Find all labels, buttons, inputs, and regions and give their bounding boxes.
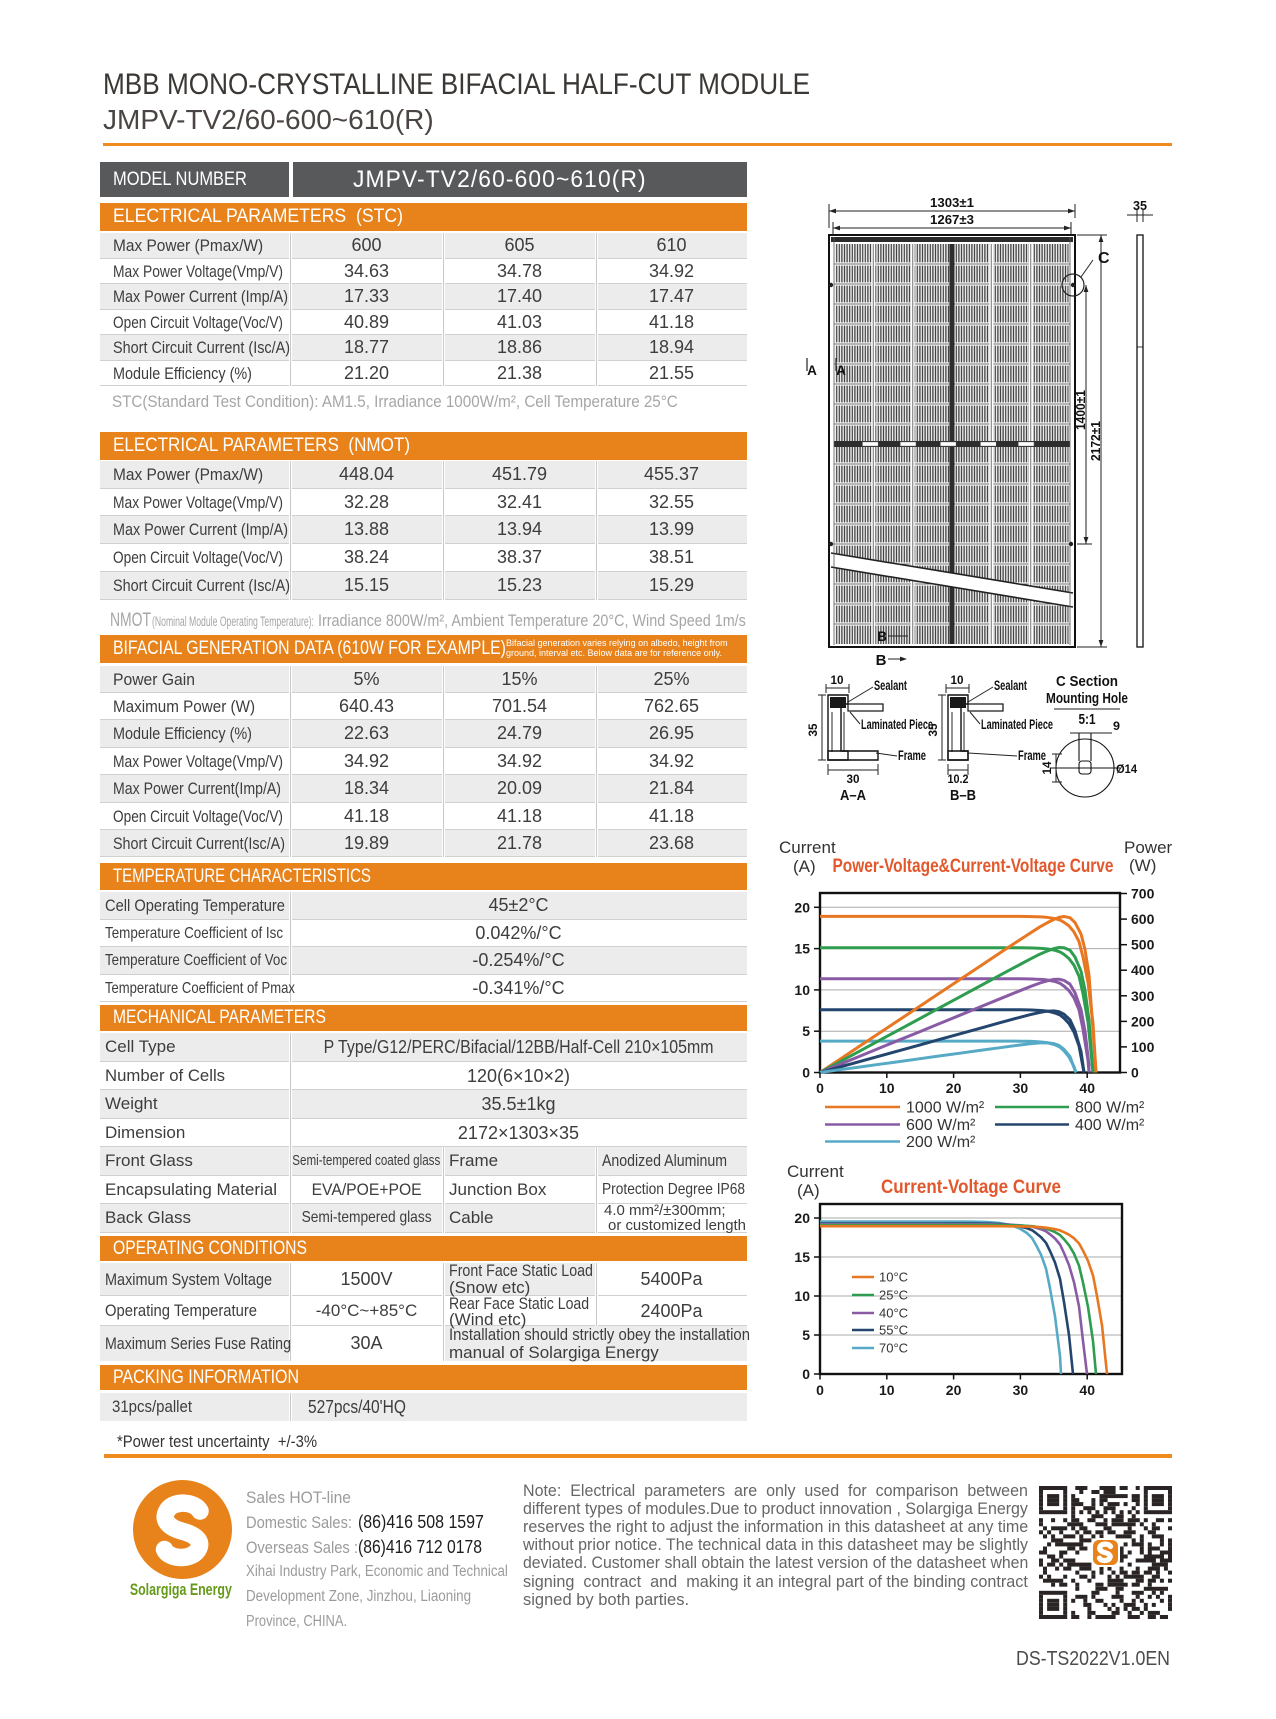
svg-text:Laminated Piece: Laminated Piece bbox=[981, 717, 1053, 732]
svg-text:200: 200 bbox=[1131, 1013, 1155, 1029]
svg-text:25°C: 25°C bbox=[879, 1288, 908, 1303]
svg-text:Power-Voltage&Current-Voltage: Power-Voltage&Current-Voltage Curve bbox=[833, 856, 1114, 877]
svg-text:5: 5 bbox=[802, 1327, 810, 1343]
svg-text:0: 0 bbox=[1131, 1065, 1139, 1081]
svg-text:B–B: B–B bbox=[950, 788, 976, 804]
svg-text:0: 0 bbox=[816, 1382, 824, 1398]
svg-text:(W): (W) bbox=[1129, 856, 1156, 875]
svg-text:Current: Current bbox=[787, 1162, 844, 1181]
svg-text:C: C bbox=[1098, 250, 1110, 267]
svg-text:700: 700 bbox=[1131, 886, 1155, 902]
svg-text:A–A: A–A bbox=[840, 788, 866, 804]
svg-text:20: 20 bbox=[794, 1210, 810, 1226]
svg-text:20: 20 bbox=[794, 899, 810, 915]
svg-text:500: 500 bbox=[1131, 937, 1155, 953]
svg-text:35: 35 bbox=[806, 723, 820, 736]
svg-text:Frame: Frame bbox=[898, 748, 926, 763]
svg-text:0: 0 bbox=[802, 1065, 810, 1081]
svg-text:0: 0 bbox=[816, 1080, 824, 1096]
svg-text:200 W/m²: 200 W/m² bbox=[906, 1134, 976, 1151]
svg-text:30: 30 bbox=[1013, 1080, 1029, 1096]
svg-text:1400±1: 1400±1 bbox=[1073, 390, 1088, 430]
svg-text:1303±1: 1303±1 bbox=[930, 195, 974, 210]
svg-text:10°C: 10°C bbox=[879, 1270, 908, 1285]
svg-text:800 W/m²: 800 W/m² bbox=[1075, 1100, 1145, 1117]
svg-text:Mounting Hole: Mounting Hole bbox=[1046, 691, 1128, 707]
svg-text:70°C: 70°C bbox=[879, 1341, 908, 1356]
svg-text:B: B bbox=[877, 629, 887, 644]
svg-text:A: A bbox=[836, 363, 846, 378]
svg-text:40: 40 bbox=[1079, 1080, 1095, 1096]
svg-text:10: 10 bbox=[951, 673, 964, 687]
svg-text:20: 20 bbox=[946, 1080, 962, 1096]
svg-text:10: 10 bbox=[794, 1288, 810, 1304]
svg-text:B: B bbox=[876, 652, 887, 669]
svg-text:5: 5 bbox=[802, 1023, 810, 1039]
svg-text:30: 30 bbox=[847, 772, 860, 786]
svg-text:40: 40 bbox=[1079, 1382, 1095, 1398]
svg-text:Laminated Piece: Laminated Piece bbox=[861, 717, 933, 732]
svg-text:5:1: 5:1 bbox=[1079, 712, 1096, 728]
svg-text:(A): (A) bbox=[793, 857, 816, 876]
svg-text:35: 35 bbox=[926, 723, 940, 736]
svg-text:2172±1: 2172±1 bbox=[1088, 421, 1103, 461]
svg-text:300: 300 bbox=[1131, 988, 1155, 1004]
svg-text:15: 15 bbox=[794, 1249, 810, 1265]
svg-text:A: A bbox=[807, 363, 817, 378]
svg-text:Sealant: Sealant bbox=[874, 678, 907, 693]
svg-text:10: 10 bbox=[831, 673, 844, 687]
svg-text:Sealant: Sealant bbox=[994, 678, 1027, 693]
svg-text:9: 9 bbox=[1113, 719, 1120, 733]
svg-text:400: 400 bbox=[1131, 962, 1155, 978]
svg-text:15: 15 bbox=[794, 941, 810, 957]
svg-text:10: 10 bbox=[879, 1080, 895, 1096]
svg-text:35: 35 bbox=[1133, 198, 1147, 213]
svg-text:30: 30 bbox=[1013, 1382, 1029, 1398]
svg-text:Current-Voltage Curve: Current-Voltage Curve bbox=[881, 1177, 1061, 1198]
svg-text:10.2: 10.2 bbox=[948, 772, 969, 786]
svg-text:10: 10 bbox=[879, 1382, 895, 1398]
svg-text:55°C: 55°C bbox=[879, 1323, 908, 1338]
svg-text:14: 14 bbox=[1040, 761, 1054, 774]
svg-text:10: 10 bbox=[794, 982, 810, 998]
svg-text:0: 0 bbox=[802, 1366, 810, 1382]
svg-text:1267±3: 1267±3 bbox=[930, 212, 974, 227]
svg-text:400 W/m²: 400 W/m² bbox=[1075, 1117, 1145, 1134]
svg-text:C Section: C Section bbox=[1056, 674, 1118, 690]
svg-text:(A): (A) bbox=[797, 1181, 820, 1200]
svg-text:600 W/m²: 600 W/m² bbox=[906, 1117, 976, 1134]
svg-text:Ø14: Ø14 bbox=[1116, 762, 1137, 776]
svg-text:40°C: 40°C bbox=[879, 1306, 908, 1321]
svg-text:100: 100 bbox=[1131, 1039, 1155, 1055]
svg-text:Power: Power bbox=[1124, 838, 1173, 857]
svg-text:20: 20 bbox=[946, 1382, 962, 1398]
svg-text:1000 W/m²: 1000 W/m² bbox=[906, 1100, 985, 1117]
svg-text:Frame: Frame bbox=[1018, 748, 1046, 763]
svg-text:Current: Current bbox=[779, 838, 836, 857]
svg-text:600: 600 bbox=[1131, 911, 1155, 927]
